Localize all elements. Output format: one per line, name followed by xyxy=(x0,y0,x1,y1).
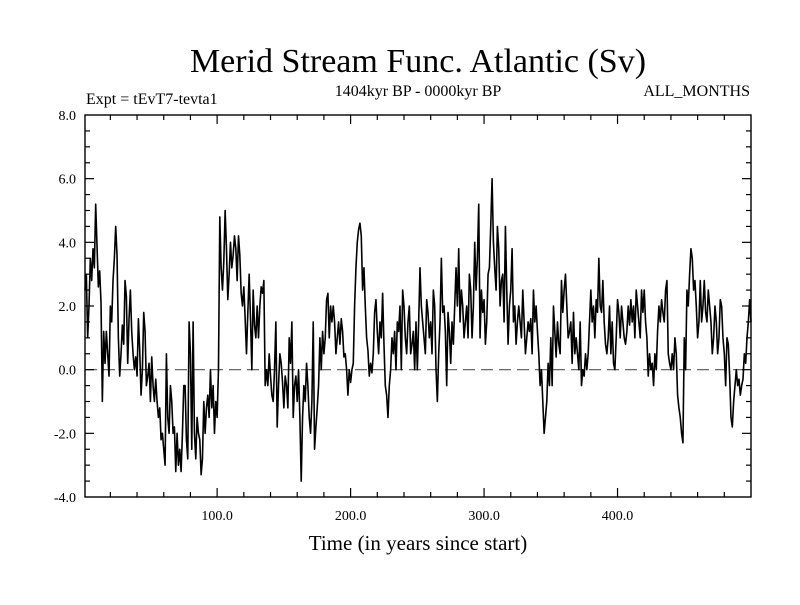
season-label: ALL_MONTHS xyxy=(643,83,750,100)
x-tick-label: 100.0 xyxy=(201,509,233,524)
tick-layer: 100.0 200.0 300.0 400.0 -4.0 -2.0 0.0 2.0 4.0 6.0… xyxy=(54,109,633,524)
chart-subtitle: 1404kyr BP - 0000kyr BP xyxy=(335,83,502,100)
plot-frame xyxy=(84,114,752,498)
experiment-label: Expt = tEvT7-tevta1 xyxy=(86,91,218,108)
y-tick-label: 8.0 xyxy=(59,109,77,124)
y-tick-label: 0.0 xyxy=(59,364,77,379)
series-line-0 xyxy=(84,177,752,482)
chart-title: Merid Stream Func. Atlantic (Sv) xyxy=(190,43,646,80)
data-layer xyxy=(84,177,752,482)
x-tick-label: 200.0 xyxy=(335,509,367,524)
y-tick-label: 6.0 xyxy=(59,173,77,188)
y-tick-label: 2.0 xyxy=(59,300,77,315)
y-tick-label: 4.0 xyxy=(59,236,77,251)
y-tick-label: -2.0 xyxy=(54,427,76,442)
x-axis-label: Time (in years since start) xyxy=(309,531,528,555)
x-tick-label: 400.0 xyxy=(602,509,634,524)
axis-layer xyxy=(84,114,752,498)
x-tick-label: 300.0 xyxy=(468,509,500,524)
y-tick-label: -4.0 xyxy=(54,491,76,506)
